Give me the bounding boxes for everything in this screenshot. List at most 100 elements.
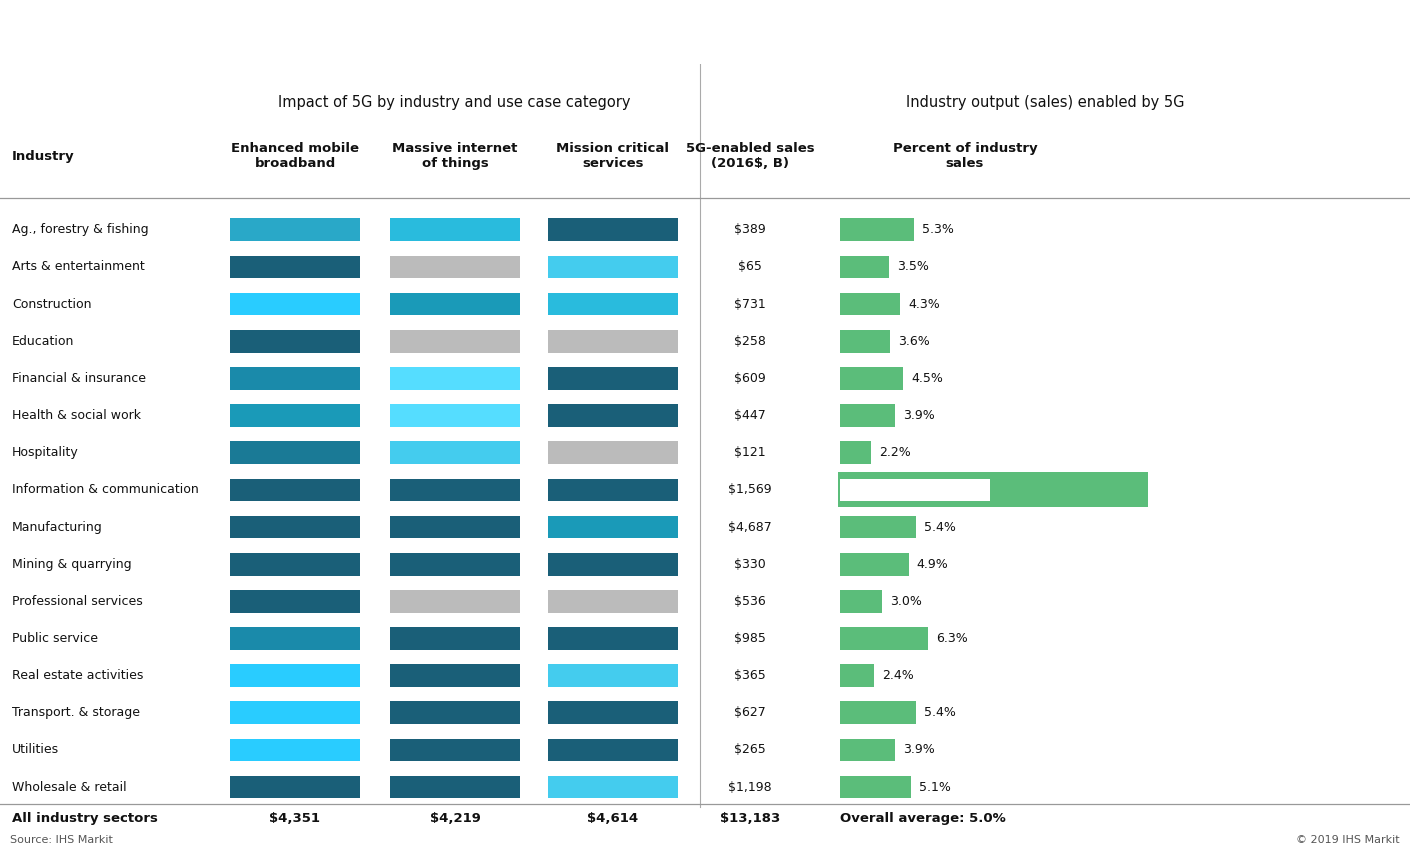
- Text: $627: $627: [735, 706, 766, 719]
- Bar: [840, 219, 914, 241]
- Bar: [840, 367, 902, 390]
- Text: Hospitality: Hospitality: [13, 446, 79, 460]
- Text: 4.9%: 4.9%: [916, 558, 949, 571]
- Bar: [230, 404, 360, 427]
- Bar: [548, 441, 678, 464]
- Text: Enhanced mobile
broadband: Enhanced mobile broadband: [231, 142, 360, 170]
- Text: $265: $265: [735, 744, 766, 756]
- Text: Mission critical
services: Mission critical services: [557, 142, 670, 170]
- Bar: [230, 739, 360, 762]
- Bar: [838, 472, 1148, 507]
- Text: 5.1%: 5.1%: [919, 781, 952, 794]
- Text: Industry: Industry: [13, 150, 75, 163]
- Bar: [840, 739, 895, 762]
- Bar: [391, 553, 520, 576]
- Bar: [548, 701, 678, 724]
- Text: 5G-enabled sales
(2016$, B): 5G-enabled sales (2016$, B): [685, 142, 815, 170]
- Text: Public service: Public service: [13, 632, 99, 645]
- Bar: [391, 701, 520, 724]
- Text: $1,198: $1,198: [728, 781, 771, 794]
- Text: 4.5%: 4.5%: [911, 372, 943, 385]
- Bar: [548, 478, 678, 501]
- Bar: [548, 590, 678, 612]
- Text: Information & communication: Information & communication: [13, 483, 199, 496]
- Bar: [548, 255, 678, 278]
- Text: $985: $985: [735, 632, 766, 645]
- Text: $1,569: $1,569: [728, 483, 771, 496]
- Bar: [548, 628, 678, 650]
- Bar: [230, 255, 360, 278]
- Bar: [230, 776, 360, 799]
- Bar: [230, 553, 360, 576]
- Text: 3.9%: 3.9%: [902, 744, 935, 756]
- Bar: [840, 628, 928, 650]
- Text: Real estate activities: Real estate activities: [13, 669, 144, 682]
- Bar: [840, 478, 990, 501]
- Bar: [230, 516, 360, 538]
- Text: $389: $389: [735, 223, 766, 237]
- Text: Arts & entertainment: Arts & entertainment: [13, 260, 145, 273]
- Text: 3.9%: 3.9%: [902, 409, 935, 422]
- Bar: [548, 553, 678, 576]
- Bar: [391, 367, 520, 390]
- Bar: [230, 441, 360, 464]
- Bar: [230, 628, 360, 650]
- Bar: [548, 739, 678, 762]
- Text: $4,614: $4,614: [588, 812, 639, 825]
- Bar: [391, 739, 520, 762]
- Text: 5G will enable $13.2 trillion in global sales activity in 2035: 5G will enable $13.2 trillion in global …: [17, 25, 754, 45]
- Bar: [840, 404, 895, 427]
- Text: 10.7%: 10.7%: [942, 483, 986, 496]
- Bar: [230, 664, 360, 687]
- Text: Manufacturing: Manufacturing: [13, 521, 103, 533]
- Text: $4,219: $4,219: [430, 812, 481, 825]
- Text: $121: $121: [735, 446, 766, 460]
- Bar: [391, 590, 520, 612]
- Text: $365: $365: [735, 669, 766, 682]
- Bar: [391, 478, 520, 501]
- Text: Industry output (sales) enabled by 5G: Industry output (sales) enabled by 5G: [905, 95, 1184, 110]
- Bar: [840, 330, 891, 353]
- Bar: [548, 664, 678, 687]
- Bar: [230, 367, 360, 390]
- Bar: [391, 628, 520, 650]
- Bar: [548, 516, 678, 538]
- Bar: [391, 664, 520, 687]
- Bar: [230, 293, 360, 315]
- Text: Professional services: Professional services: [13, 594, 142, 608]
- Text: Source: IHS Markit: Source: IHS Markit: [10, 834, 113, 845]
- Bar: [840, 516, 915, 538]
- Bar: [391, 255, 520, 278]
- Text: $731: $731: [735, 298, 766, 310]
- Text: 2.4%: 2.4%: [881, 669, 914, 682]
- Text: Wholesale & retail: Wholesale & retail: [13, 781, 127, 794]
- Bar: [840, 441, 871, 464]
- Bar: [391, 330, 520, 353]
- Bar: [391, 516, 520, 538]
- Text: Percent of industry
sales: Percent of industry sales: [893, 142, 1038, 170]
- Text: © 2019 IHS Markit: © 2019 IHS Markit: [1296, 834, 1400, 845]
- Bar: [840, 701, 915, 724]
- Bar: [840, 664, 874, 687]
- Bar: [391, 219, 520, 241]
- Text: 3.6%: 3.6%: [898, 335, 931, 348]
- Text: $609: $609: [735, 372, 766, 385]
- Bar: [391, 776, 520, 799]
- Text: 4.3%: 4.3%: [908, 298, 940, 310]
- Text: Utilities: Utilities: [13, 744, 59, 756]
- Text: 6.3%: 6.3%: [936, 632, 969, 645]
- Text: 3.0%: 3.0%: [890, 594, 922, 608]
- Text: Ag., forestry & fishing: Ag., forestry & fishing: [13, 223, 148, 237]
- Bar: [548, 367, 678, 390]
- Text: Overall average: 5.0%: Overall average: 5.0%: [840, 812, 1005, 825]
- Text: $330: $330: [735, 558, 766, 571]
- Bar: [840, 590, 883, 612]
- Text: 5.4%: 5.4%: [924, 706, 956, 719]
- Bar: [391, 441, 520, 464]
- Text: $258: $258: [735, 335, 766, 348]
- Text: 2.2%: 2.2%: [878, 446, 911, 460]
- Text: Massive internet
of things: Massive internet of things: [392, 142, 517, 170]
- Text: $4,351: $4,351: [269, 812, 320, 825]
- Bar: [548, 404, 678, 427]
- Bar: [840, 776, 911, 799]
